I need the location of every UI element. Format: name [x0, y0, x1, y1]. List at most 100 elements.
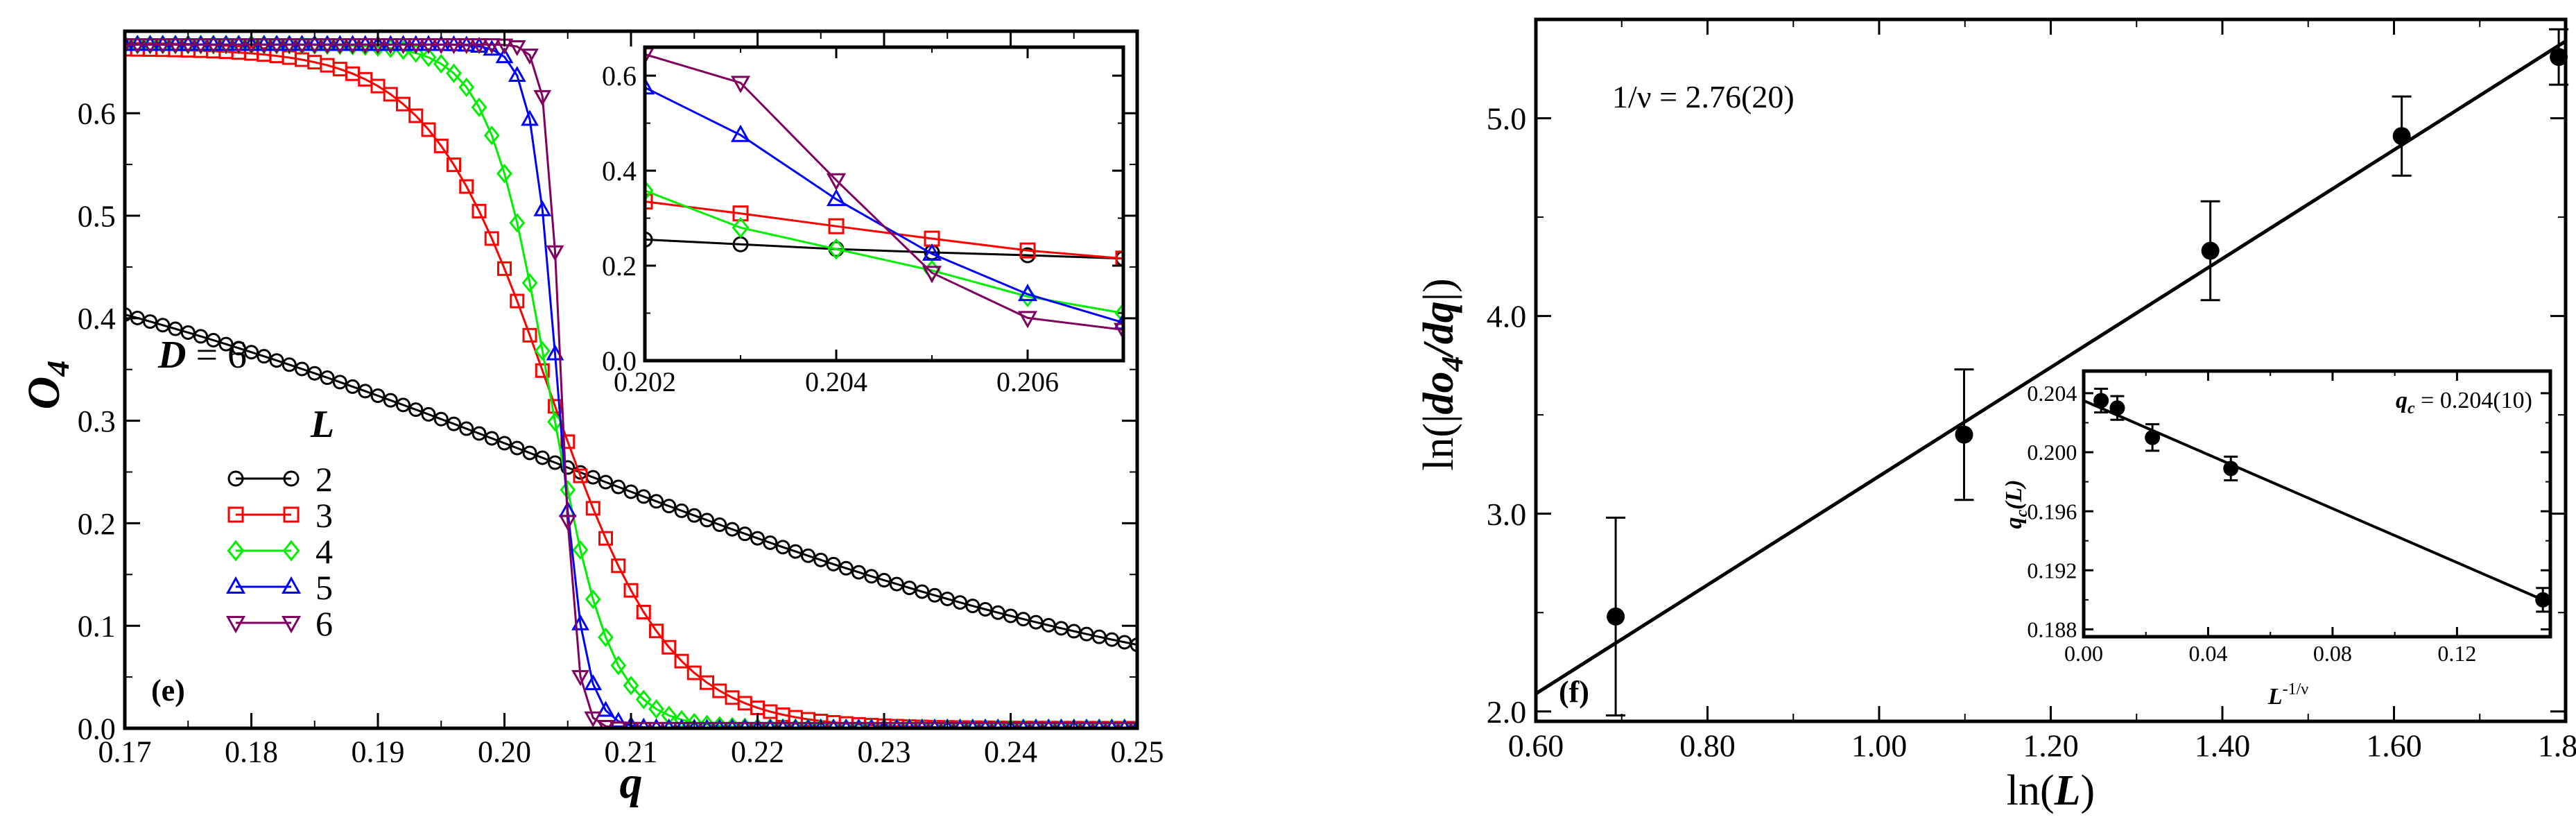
x-tick-label: 0.60	[1508, 728, 1564, 764]
series-point-L2	[143, 314, 157, 329]
x-tick-label: 1.00	[1851, 728, 1908, 764]
inset-x-tick-label: 0.00	[2064, 641, 2103, 666]
inset-point-L6	[1017, 311, 1038, 329]
inset-point-L3	[732, 205, 749, 222]
series-point-L3	[598, 531, 613, 546]
series-point-L4	[825, 718, 842, 728]
series-point-L6	[141, 38, 159, 55]
series-point-L6	[761, 721, 779, 728]
series-point-L5	[420, 35, 438, 51]
series-point-L2	[421, 406, 436, 422]
series-point-L2	[560, 460, 576, 475]
annotation-D: D = 6	[157, 334, 247, 377]
series-point-L6	[647, 721, 666, 728]
series-point-L5	[394, 35, 413, 51]
series-point-L6	[470, 38, 488, 55]
legend-label-L6: 6	[315, 604, 333, 643]
series-point-L5	[268, 35, 286, 51]
series-point-L5	[331, 35, 349, 51]
series-point-L2	[662, 499, 677, 514]
series-point-L4	[787, 718, 804, 728]
inset-point-L4	[1114, 302, 1123, 324]
inset-y-tick-label: 0.188	[2027, 617, 2077, 642]
series-point-L5	[166, 35, 184, 51]
series-point-L6	[659, 721, 678, 728]
series-point-L6	[1103, 721, 1121, 728]
series-point-L4	[775, 718, 791, 728]
inset-fit-line	[2083, 399, 2544, 601]
series-point-L6	[533, 89, 552, 106]
series-point-L2	[307, 366, 322, 381]
series-point-L4	[446, 63, 462, 83]
series-point-L4	[395, 40, 411, 60]
series-point-L6	[230, 38, 248, 55]
legend-marker-L6	[281, 616, 302, 634]
series-point-L4	[926, 718, 943, 728]
series-point-L2	[788, 544, 803, 559]
legend-marker-L5	[281, 576, 302, 594]
series-point-L4	[483, 126, 500, 146]
series-point-L3	[585, 501, 600, 516]
series-point-L4	[914, 718, 931, 728]
series-point-L4	[863, 718, 880, 728]
series-point-L4	[458, 77, 475, 97]
series-point-L4	[560, 480, 576, 500]
series-point-L4	[433, 53, 449, 74]
series-point-L5	[584, 674, 603, 691]
series-point-L6	[268, 38, 286, 55]
series-point-L2	[775, 540, 790, 555]
series-point-L2	[927, 587, 942, 603]
inset-f: 0.00 0.04 0.08 0.12 0.188 0.192 0.196 0.200 0.20…	[2001, 369, 2552, 710]
series-point-L2	[737, 526, 752, 542]
inset-x-tick-label: 0.204	[805, 366, 867, 397]
series-point-L3	[510, 293, 525, 309]
series-point-L6	[723, 721, 741, 728]
series-point-L2	[889, 576, 904, 592]
series-point-L5	[230, 35, 248, 51]
series-point-L2	[484, 431, 499, 446]
series-point-L2	[396, 397, 410, 413]
series-point-L5	[305, 35, 324, 51]
series-point-L5	[637, 717, 650, 728]
series-point-L3	[662, 639, 677, 655]
series-point-L4	[699, 714, 715, 728]
series-point-L6	[1052, 721, 1071, 728]
series-point-L4	[623, 676, 639, 696]
series-point-L2	[915, 584, 930, 599]
series-point-L2	[953, 595, 967, 610]
series-point-L6	[673, 721, 691, 728]
legend-marker-L3	[283, 506, 300, 523]
series-point-L5	[153, 35, 172, 51]
series-point-L2	[813, 552, 829, 567]
series-point-L4	[572, 540, 589, 560]
series-point-L4	[888, 718, 905, 728]
series-point-L6	[305, 38, 324, 55]
series-point-L3	[447, 157, 461, 173]
series-point-L5	[624, 716, 638, 728]
data-point	[1607, 607, 1625, 626]
inset-y-tick-label: 0.0	[602, 345, 637, 377]
series-point-L2	[940, 591, 955, 606]
series-point-L6	[862, 721, 881, 728]
series-point-L4	[762, 718, 779, 728]
series-point-L6	[432, 38, 451, 55]
x-tick-label: 1.40	[2195, 728, 2251, 764]
series-point-L2	[1130, 637, 1137, 653]
series-point-L3	[408, 108, 424, 123]
series-point-L3	[459, 179, 474, 194]
series-point-L3	[396, 96, 410, 112]
series-point-L5	[381, 35, 400, 51]
x-tick-label: 0.19	[352, 735, 405, 768]
series-point-L6	[217, 38, 235, 55]
series-point-L6	[571, 670, 589, 687]
series-point-L2	[193, 329, 208, 344]
series-point-L2	[700, 513, 714, 528]
series-point-L6	[584, 711, 603, 728]
series-point-L4	[686, 712, 702, 728]
inset-y-tick-label: 0.192	[2027, 558, 2077, 583]
inset-frame-f	[2082, 369, 2552, 639]
inset-point-L3	[828, 218, 845, 234]
series-point-L6	[888, 721, 906, 728]
series-point-L6	[293, 38, 311, 55]
series-point-L5	[343, 35, 362, 51]
